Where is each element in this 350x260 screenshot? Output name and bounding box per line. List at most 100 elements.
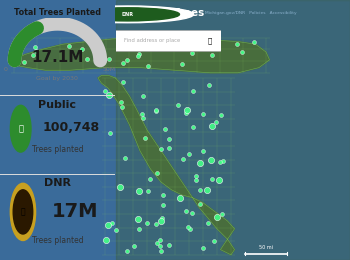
Point	[113, 228, 119, 232]
Point	[204, 188, 210, 192]
Point	[183, 209, 189, 213]
Circle shape	[13, 190, 33, 234]
Point	[184, 108, 190, 112]
Circle shape	[76, 8, 180, 21]
Point	[185, 224, 190, 229]
Point	[179, 62, 184, 66]
Point	[158, 238, 163, 242]
Point	[209, 177, 215, 181]
Point	[102, 88, 108, 93]
Point	[140, 116, 146, 120]
Point	[121, 61, 126, 65]
Point	[153, 222, 159, 226]
Point	[190, 125, 196, 129]
Text: 17.1M: 17.1M	[31, 50, 84, 65]
Text: 🌿: 🌿	[21, 207, 25, 216]
Text: Find address or place: Find address or place	[124, 38, 180, 43]
Point	[189, 211, 195, 215]
Point	[190, 89, 196, 93]
Point	[200, 246, 206, 250]
Point	[106, 93, 112, 97]
Point	[136, 52, 141, 56]
Point	[142, 136, 148, 140]
Point	[200, 149, 205, 153]
Text: 50M: 50M	[102, 67, 116, 72]
Point	[105, 223, 111, 227]
Circle shape	[10, 105, 31, 152]
Point	[197, 202, 203, 206]
Point	[159, 147, 164, 151]
Point	[160, 203, 166, 207]
Point	[197, 161, 202, 165]
Text: Mi Trees: Mi Trees	[155, 9, 204, 18]
Point	[183, 111, 188, 115]
Polygon shape	[10, 38, 270, 73]
Point	[193, 178, 198, 182]
Circle shape	[62, 6, 194, 23]
Point	[216, 178, 221, 183]
Point	[208, 158, 214, 162]
Point	[200, 112, 205, 116]
Point	[205, 221, 211, 225]
Text: 100,748: 100,748	[43, 121, 100, 134]
Point	[193, 174, 199, 179]
Point	[206, 83, 212, 87]
Point	[189, 51, 195, 55]
Circle shape	[10, 183, 36, 240]
Polygon shape	[116, 0, 350, 260]
Point	[119, 105, 125, 109]
Point	[135, 217, 141, 221]
Text: Michigan.gov/DNR   Policies   Accessibility: Michigan.gov/DNR Policies Accessibility	[205, 11, 297, 15]
Text: 50 mi: 50 mi	[259, 245, 273, 250]
Point	[79, 47, 85, 51]
Point	[118, 100, 124, 104]
Point	[66, 44, 72, 48]
Point	[21, 60, 26, 64]
Text: 👤: 👤	[18, 124, 23, 133]
Point	[166, 242, 172, 246]
Point	[159, 219, 164, 223]
Point	[159, 249, 164, 253]
Point	[145, 64, 150, 68]
Point	[124, 249, 130, 253]
Point	[177, 196, 182, 200]
Text: Goal by 2030: Goal by 2030	[36, 76, 78, 81]
Polygon shape	[98, 75, 234, 255]
Point	[234, 42, 240, 46]
Point	[203, 38, 209, 43]
Point	[109, 221, 114, 225]
Point	[154, 171, 160, 175]
Point	[117, 185, 122, 189]
Point	[214, 215, 219, 219]
Point	[104, 238, 109, 242]
Point	[175, 103, 180, 107]
Point	[107, 56, 112, 61]
Text: Total Trees Planted: Total Trees Planted	[14, 8, 101, 17]
Point	[146, 189, 151, 193]
Point	[188, 228, 193, 232]
Text: 0: 0	[4, 67, 8, 72]
Text: Public: Public	[38, 100, 76, 110]
Text: Trees planted: Trees planted	[32, 236, 83, 245]
Point	[135, 54, 141, 58]
Point	[209, 124, 215, 128]
Text: DNR: DNR	[44, 178, 71, 188]
Point	[167, 137, 172, 141]
Point	[157, 244, 163, 248]
Point	[218, 113, 224, 118]
Text: Trees planted: Trees planted	[32, 145, 83, 154]
Point	[154, 240, 160, 245]
Point	[136, 227, 142, 231]
Point	[107, 131, 113, 135]
Point	[136, 189, 142, 193]
Point	[159, 216, 164, 220]
Point	[32, 45, 38, 49]
Point	[220, 159, 226, 163]
Point	[122, 156, 128, 160]
Point	[180, 157, 186, 161]
Point	[84, 57, 90, 61]
Point	[33, 49, 39, 54]
FancyBboxPatch shape	[114, 31, 222, 51]
Text: 17M: 17M	[51, 202, 98, 222]
Point	[144, 221, 150, 225]
